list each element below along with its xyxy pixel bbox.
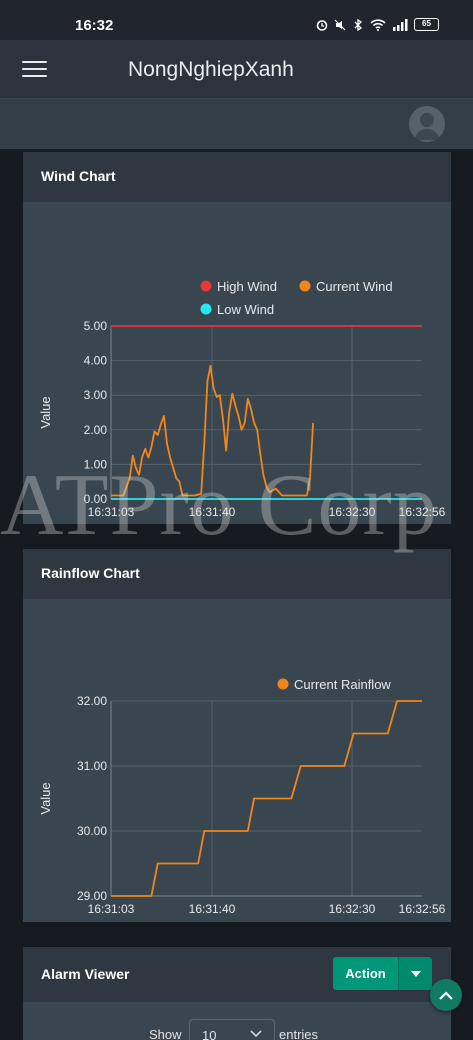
app-brand[interactable]: NongNghiepXanh — [128, 58, 294, 81]
rainflow-chart: 29.00 30.00 31.00 32.00 16:31:03 16:31:40 16:3… — [38, 677, 446, 940]
chevron-up-icon — [439, 990, 453, 1000]
legend-marker — [277, 678, 289, 690]
y-tick-label: 5.00 — [84, 319, 108, 333]
y-axis-title: Value — [38, 782, 53, 814]
y-tick-label: 31.00 — [77, 759, 107, 773]
show-label: Show — [149, 1027, 182, 1040]
status-time: 16:32 — [75, 17, 114, 34]
user-bar — [0, 99, 473, 150]
x-tick-label: 16:31:03 — [88, 505, 135, 519]
wifi-icon — [370, 18, 386, 31]
y-tick-label: 30.00 — [77, 824, 107, 838]
series-line — [111, 364, 314, 497]
wind-chart: 0.00 1.00 2.00 3.00 4.00 5.00 16:31:03 16:31:40… — [38, 279, 446, 543]
y-tick-label: 1.00 — [84, 457, 108, 471]
top-navbar: NongNghiepXanh — [0, 40, 473, 99]
y-tick-label: 32.00 — [77, 694, 107, 708]
x-tick-label: 16:31:03 — [88, 902, 135, 916]
action-dropdown-toggle[interactable] — [398, 957, 432, 990]
x-tick-label: 16:32:30 — [329, 902, 376, 916]
wind-chart-title: Wind Chart — [23, 152, 451, 202]
legend-label: Current Rainflow — [294, 677, 391, 692]
action-button[interactable]: Action — [333, 957, 398, 990]
alarm-icon — [316, 19, 328, 31]
avatar[interactable] — [409, 106, 445, 142]
action-button-group: Action — [333, 957, 432, 990]
status-bar: 16:32 65 — [0, 0, 473, 40]
wind-chart-card: Wind Chart 0.00 1.00 2.00 3.00 4.00 5.00 16:31… — [23, 152, 451, 543]
legend-label: Current Wind — [316, 279, 393, 294]
x-tick-label: 16:32:56 — [399, 505, 446, 519]
y-tick-label: 29.00 — [77, 889, 107, 903]
y-tick-label: 0.00 — [84, 492, 108, 506]
y-tick-label: 4.00 — [84, 354, 108, 368]
scroll-to-top-button[interactable] — [430, 979, 462, 1011]
status-icons: 65 — [316, 18, 439, 31]
entries-select-value: 10 — [202, 1028, 217, 1040]
menu-icon[interactable] — [22, 61, 47, 79]
bluetooth-icon — [354, 18, 363, 31]
battery-icon: 65 — [414, 18, 439, 31]
series-line — [111, 700, 422, 897]
caret-down-icon — [410, 970, 421, 977]
entries-select[interactable]: 10 — [189, 1019, 275, 1040]
y-tick-label: 2.00 — [84, 423, 108, 437]
mute-icon — [334, 19, 346, 30]
alarm-viewer-title: Alarm Viewer — [23, 947, 451, 1002]
legend-marker — [299, 280, 311, 292]
rainflow-chart-title: Rainflow Chart — [23, 549, 451, 599]
rainflow-chart-card: Rainflow Chart 29.00 30.00 31.00 32.00 16:31… — [23, 549, 451, 940]
signal-icon — [393, 18, 408, 31]
y-tick-label: 3.00 — [84, 388, 108, 402]
legend-marker — [200, 280, 212, 292]
legend-marker — [200, 303, 212, 315]
x-tick-label: 16:32:56 — [399, 902, 446, 916]
entries-label: entries — [279, 1027, 319, 1040]
x-tick-label: 16:32:30 — [329, 505, 376, 519]
chevron-down-icon — [250, 1030, 262, 1038]
y-axis-title: Value — [38, 396, 53, 428]
x-tick-label: 16:31:40 — [189, 505, 236, 519]
legend-label: High Wind — [217, 279, 277, 294]
user-icon — [414, 113, 440, 140]
x-tick-label: 16:31:40 — [189, 902, 236, 916]
legend-label: Low Wind — [217, 302, 274, 317]
